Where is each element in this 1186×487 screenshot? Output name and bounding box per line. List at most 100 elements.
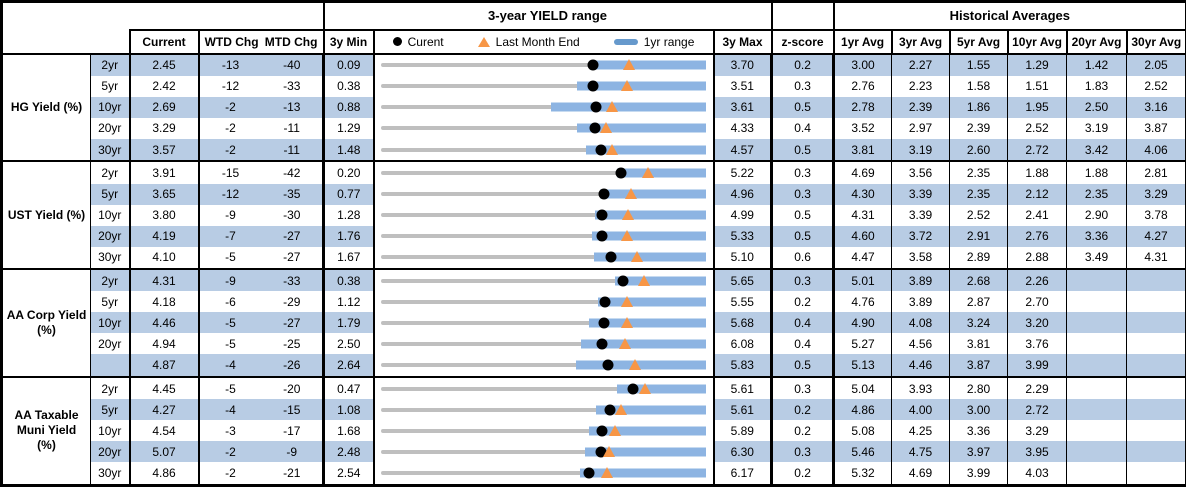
range-chart <box>375 399 712 420</box>
cell-range-chart <box>373 52 715 76</box>
1yr-range-bar <box>588 318 706 328</box>
cell-tenor: 30yr <box>90 246 131 270</box>
last-month-triangle-icon <box>620 296 633 308</box>
cell-current: 4.10 <box>129 246 200 270</box>
cell-3y-min: 2.64 <box>323 354 375 377</box>
current-dot-icon <box>583 467 595 479</box>
cell-5yr-avg: 3.87 <box>949 354 1009 377</box>
1yr-range-bar <box>586 145 706 155</box>
cell-range-chart <box>373 204 715 226</box>
cell-5yr-avg: 3.97 <box>949 441 1009 463</box>
cell-1yr-avg: 5.32 <box>833 462 893 486</box>
cell-5yr-avg: 3.36 <box>949 420 1009 442</box>
cell-1yr-avg: 5.27 <box>833 333 893 355</box>
range-chart <box>375 139 712 160</box>
cell-mtd-chg: -27 <box>261 246 326 270</box>
cell-5yr-avg: 2.35 <box>949 160 1009 184</box>
current-dot-icon <box>392 37 402 46</box>
current-dot-icon <box>598 317 610 329</box>
current-dot-icon <box>599 296 611 308</box>
cell-tenor: 20yr <box>90 225 131 247</box>
table-row: 5yr 3.65 -12 -35 0.77 4.96 0.3 4.30 3.39… <box>2 183 1186 205</box>
group-label: HG Yield (%) <box>1 52 91 162</box>
cell-mtd-chg: -9 <box>261 441 326 463</box>
cell-3yr-avg: 3.93 <box>891 375 951 400</box>
last-month-triangle-icon <box>642 167 655 179</box>
cell-wtd-chg: -9 <box>225 208 236 223</box>
table-row: 30yr 4.10 -5 -27 1.67 5.10 0.6 4.47 3.58… <box>2 246 1186 270</box>
cell-3y-min: 0.20 <box>323 160 375 184</box>
table-row: 10yr 4.46 -5 -27 1.79 5.68 0.4 4.90 4.08… <box>2 312 1186 334</box>
cell-zscore: 0.3 <box>771 75 836 97</box>
cell-1yr-avg: 4.90 <box>833 312 893 334</box>
cell-mtd-chg: -27 <box>261 312 326 334</box>
3y-range-line <box>381 299 706 304</box>
range-chart <box>375 441 712 462</box>
cell-5yr-avg: 2.87 <box>949 291 1009 313</box>
table-row: 20yr 4.94 -5 -25 2.50 6.08 0.4 5.27 4.56… <box>2 333 1186 355</box>
table-row: 4.87 -4 -26 2.64 5.83 0.5 5.13 4.46 3.87… <box>2 354 1186 377</box>
cell-20yr-avg <box>1066 375 1128 400</box>
cell-10yr-avg: 2.72 <box>1007 138 1068 162</box>
col-header-3y-min: 3y Min <box>322 28 375 55</box>
range-chart <box>375 333 712 354</box>
cell-30yr-avg <box>1126 312 1186 334</box>
cell-10yr-avg: 1.51 <box>1007 75 1068 97</box>
cell-5yr-avg: 2.68 <box>949 268 1009 292</box>
current-dot-icon <box>596 209 608 221</box>
range-chart <box>375 118 712 139</box>
cell-3yr-avg: 4.25 <box>891 420 951 442</box>
table-row: 20yr 5.07 -2 -9 2.48 6.30 0.3 5.46 4.75 … <box>2 441 1186 463</box>
cell-current: 2.45 <box>129 52 200 76</box>
cell-range-chart <box>373 375 715 400</box>
cell-30yr-avg: 4.31 <box>1144 250 1168 265</box>
cell-tenor: 20yr <box>90 333 131 355</box>
cell-zscore: 0.6 <box>771 246 836 270</box>
cell-wtd-chg: -2 <box>225 121 236 136</box>
1yr-range-bar <box>585 447 706 457</box>
cell-tenor: 30yr <box>90 138 131 162</box>
cell-10yr-avg: 3.76 <box>1007 333 1068 355</box>
cell-mtd-chg: -30 <box>261 204 326 226</box>
legend-1yr-range: 1yr range <box>613 35 694 49</box>
3y-range-line <box>381 213 706 218</box>
cell-20yr-avg: 2.50 <box>1066 96 1128 118</box>
cell-10yr-avg: 2.41 <box>1007 204 1068 226</box>
3y-range-line <box>381 386 706 391</box>
table-row: UST Yield (%) 2yr 3.91 -15 -42 0.20 5.22… <box>1 160 1186 270</box>
cell-10yr-avg: 1.88 <box>1007 160 1068 184</box>
table-row: 5yr 4.18 -6 -29 1.12 5.55 0.2 4.76 3.89 … <box>2 291 1186 313</box>
cell-mtd-chg: -27 <box>261 225 326 247</box>
cell-1yr-avg: 4.47 <box>833 246 893 270</box>
cell-wtd-chg: -6 <box>225 294 236 309</box>
cell-3yr-avg: 2.27 <box>891 52 951 76</box>
cell-wtd-chg: -7 <box>198 225 262 247</box>
last-month-triangle-icon <box>619 337 632 349</box>
3y-range-line <box>381 341 706 346</box>
cell-wtd-chg: -2 <box>198 96 262 118</box>
cell-20yr-avg: 3.36 <box>1066 225 1128 247</box>
cell-zscore: 0.2 <box>771 462 836 486</box>
cell-range-chart <box>373 183 715 205</box>
range-chart <box>375 56 712 76</box>
cell-20yr-avg <box>1066 291 1128 313</box>
cell-wtd-chg: -13 <box>198 52 262 76</box>
cell-3y-min: 0.47 <box>323 375 375 400</box>
cell-3y-max: 6.17 <box>713 462 774 486</box>
cell-range-chart <box>373 291 715 313</box>
cell-3yr-avg: 4.56 <box>891 333 951 355</box>
col-header-current: Current <box>128 28 200 55</box>
cell-1yr-avg: 4.76 <box>833 291 893 313</box>
last-month-triangle-icon <box>601 467 614 479</box>
cell-10yr-avg: 2.88 <box>1007 246 1068 270</box>
1yr-range-bar <box>575 360 706 370</box>
cell-mtd-chg: -35 <box>261 183 326 205</box>
cell-zscore: 0.2 <box>771 399 836 421</box>
cell-3y-min: 0.38 <box>323 268 375 292</box>
current-dot-icon <box>587 59 599 71</box>
cell-3y-max: 4.33 <box>713 117 774 139</box>
cell-3y-min: 2.54 <box>323 462 375 486</box>
cell-zscore: 0.2 <box>771 291 836 313</box>
